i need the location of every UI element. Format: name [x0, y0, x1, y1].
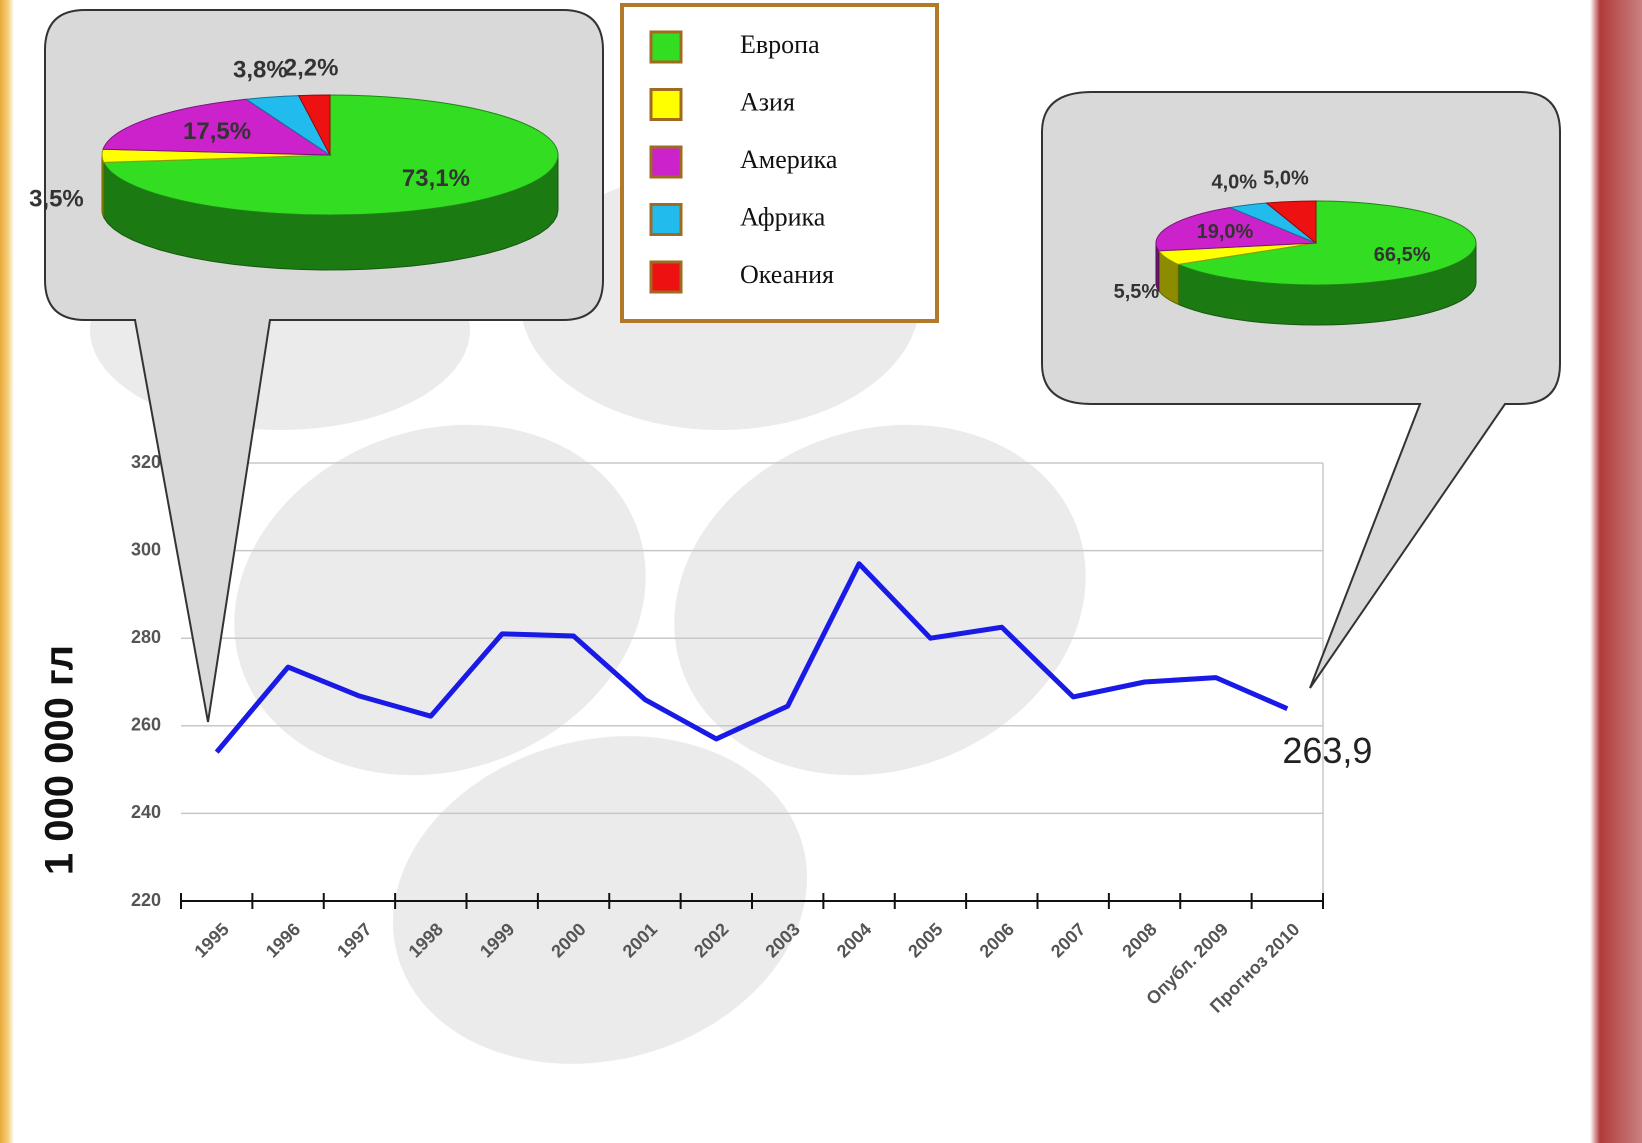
- x-tick-label: 1997: [333, 919, 375, 961]
- data-label: 3,5%: [29, 185, 84, 212]
- legend-label: Африка: [740, 202, 826, 231]
- pies: 73,1% 3,5% 17,5% 3,8%2,2% 66,5% 5,5% 19,0% 4,0%…: [29, 55, 1477, 326]
- data-label: 66,5%: [1374, 244, 1431, 266]
- x-tick-label: 2005: [904, 919, 946, 961]
- y-tick-label: 260: [131, 715, 161, 735]
- pie-slice: [102, 98, 332, 156]
- y-tick-label: 220: [131, 890, 161, 910]
- data-label: 2,2%: [284, 55, 339, 82]
- x-tick-label: 2004: [833, 919, 875, 961]
- data-label: 19,0%: [1197, 221, 1254, 243]
- pie-slice: [297, 94, 331, 156]
- y-tick-label: 280: [131, 627, 161, 647]
- data-label: 3,8%: [233, 57, 288, 84]
- legend-swatch: [649, 30, 683, 64]
- data-label: 5,0%: [1263, 168, 1309, 190]
- pie-slice: [1176, 200, 1477, 286]
- legend-swatch: [649, 145, 683, 179]
- legend-label: Европа: [740, 30, 820, 59]
- legend-swatch: [649, 260, 683, 294]
- decor: [674, 424, 1086, 776]
- data-label: 17,5%: [183, 118, 251, 145]
- data-label: 4,0%: [1211, 172, 1257, 194]
- legend-label: Америка: [740, 145, 838, 174]
- pie-slice: [1155, 207, 1317, 252]
- data-label: 73,1%: [402, 165, 470, 192]
- x-tick-label: 1996: [262, 919, 304, 961]
- x-tick-label: 1995: [190, 919, 232, 961]
- y-axis-label: 1 000 000 гл: [38, 645, 82, 875]
- x-tick-label: 2007: [1047, 919, 1089, 961]
- x-tick-label: 2006: [976, 919, 1018, 961]
- line-series: [214, 561, 1289, 754]
- y-tick-label: 240: [131, 802, 161, 822]
- y-tick-label: 320: [131, 452, 161, 472]
- legend-swatch: [649, 203, 683, 236]
- legend-label: Океания: [740, 260, 834, 289]
- data-label: 5,5%: [1114, 281, 1160, 303]
- legend-swatch: [649, 88, 683, 121]
- legend-label: Азия: [740, 87, 795, 116]
- pie-slice: [1265, 200, 1317, 245]
- pie-side: [101, 154, 105, 218]
- y-tick-label: 300: [131, 539, 161, 559]
- value-label: 263,9: [1282, 730, 1372, 771]
- x-tick-label: 2008: [1118, 919, 1160, 961]
- legend: Европа Азия Америка Африка Океания: [620, 3, 939, 323]
